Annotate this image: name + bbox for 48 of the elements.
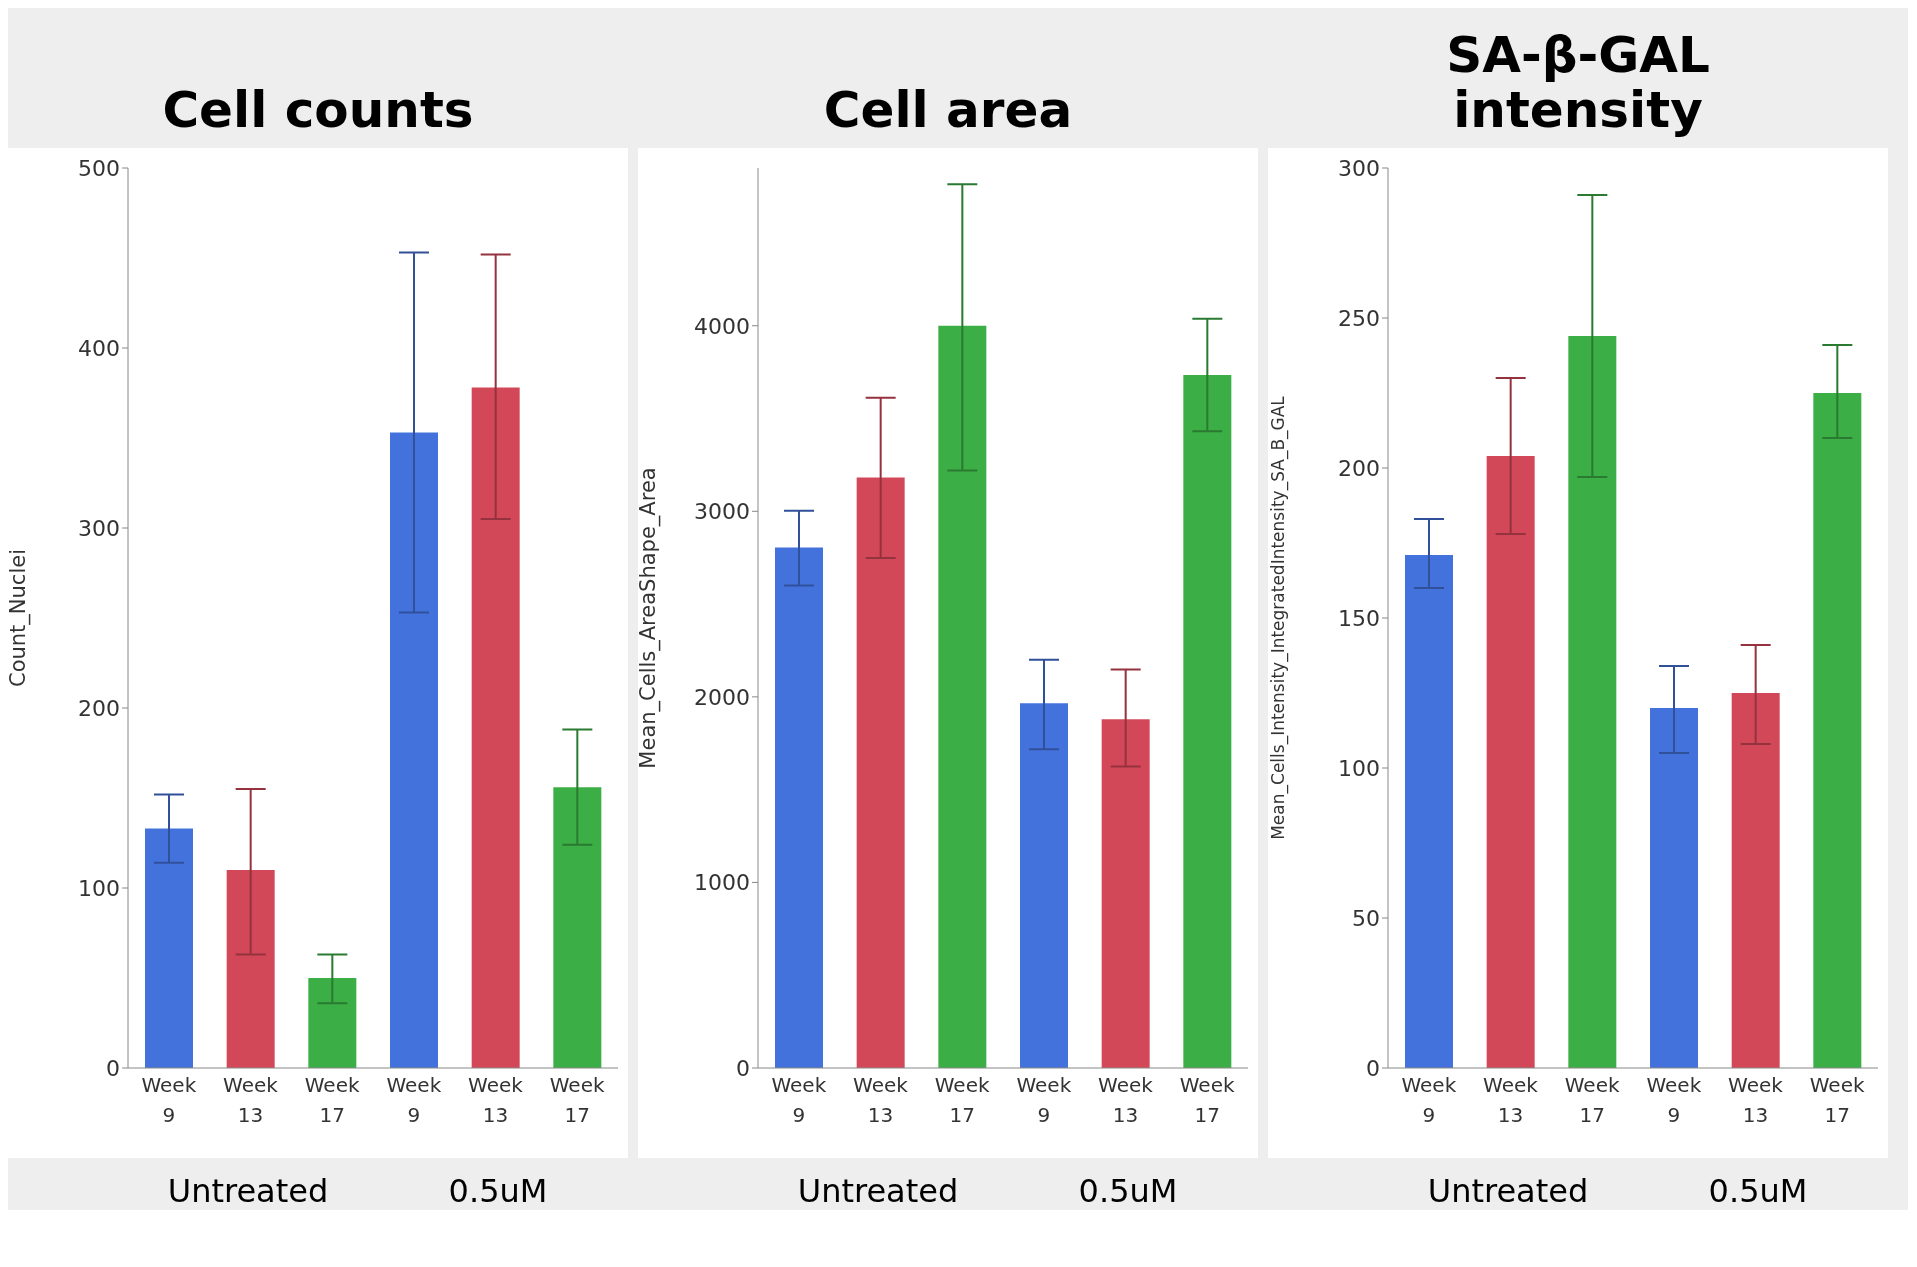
x-tick-label: Week 13 (1098, 1073, 1154, 1127)
y-tick-label: 300 (78, 515, 120, 541)
y-tick-label: 2000 (694, 684, 750, 710)
y-tick-label: 100 (78, 875, 120, 901)
y-axis-title: Mean_Cells_Intensity_IntegratedIntensity_SA_B_GAL (1268, 395, 1290, 840)
y-tick-label: 300 (1338, 155, 1380, 181)
y-tick-label: 50 (1352, 905, 1380, 931)
x-tick-label: Week 9 (1401, 1073, 1457, 1127)
x-tick-label: Week 9 (386, 1073, 442, 1127)
y-tick-label: 200 (1338, 455, 1380, 481)
text: Untreated (796, 1172, 960, 1210)
y-tick-label: 1000 (694, 870, 750, 896)
x-tick-label: Week 13 (853, 1073, 909, 1127)
y-tick-label: 150 (1338, 605, 1380, 631)
y-axis-title: Mean_Cells_AreaShape_Area (636, 467, 662, 769)
x-tick-label: Week 13 (1483, 1073, 1539, 1127)
x-tick-label: Week 13 (1728, 1073, 1784, 1127)
chart-title: Cell area (822, 80, 1074, 139)
x-tick-label: Week 17 (549, 1073, 605, 1127)
y-tick-label: 0 (736, 1055, 750, 1081)
x-tick-label: Week 17 (934, 1073, 990, 1127)
y-tick-label: 200 (78, 695, 120, 721)
x-tick-label: Week 17 (1179, 1073, 1235, 1127)
y-tick-label: 100 (1338, 755, 1380, 781)
text: Untreated (166, 1172, 330, 1210)
x-tick-label: Week 13 (223, 1073, 279, 1127)
x-tick-label: Week 17 (1564, 1073, 1620, 1127)
chart-title: Cell counts (161, 80, 475, 139)
y-tick-label: 3000 (694, 499, 750, 525)
y-tick-label: 4000 (694, 313, 750, 339)
y-tick-label: 250 (1338, 305, 1380, 331)
x-tick-label: Week 9 (1646, 1073, 1702, 1127)
text: Untreated (1426, 1172, 1590, 1210)
text: 0.5uM (1077, 1172, 1179, 1210)
y-tick-label: 500 (78, 155, 120, 181)
x-tick-label: Week 9 (141, 1073, 197, 1127)
x-tick-label: Week 9 (771, 1073, 827, 1127)
text: 0.5uM (1707, 1172, 1809, 1210)
y-tick-label: 400 (78, 335, 120, 361)
x-tick-label: Week 13 (468, 1073, 524, 1127)
x-tick-label: Week 17 (304, 1073, 360, 1127)
y-tick-label: 0 (1366, 1055, 1380, 1081)
x-tick-label: Week 9 (1016, 1073, 1072, 1127)
text: 0.5uM (447, 1172, 549, 1210)
y-tick-label: 0 (106, 1055, 120, 1081)
x-tick-label: Week 17 (1809, 1073, 1865, 1127)
y-axis-title: Count_Nuclei (6, 548, 32, 688)
chart-title: SA-β-GAL intensity (1445, 25, 1711, 139)
